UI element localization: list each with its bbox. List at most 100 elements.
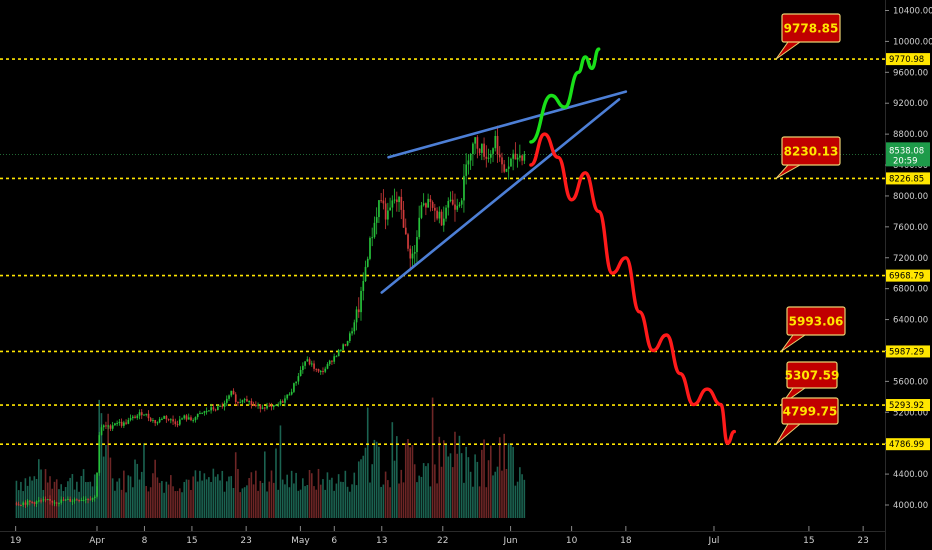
- volume-bar-76: [185, 479, 188, 518]
- candle-body-37: [98, 435, 101, 473]
- candle-body-3: [22, 502, 25, 506]
- candle-body-78: [190, 417, 192, 421]
- candle-body-213: [492, 148, 494, 154]
- volume-bar-95: [228, 476, 230, 518]
- volume-bar-11: [40, 469, 42, 518]
- candle-body-32: [87, 498, 89, 500]
- candle-body-135: [317, 369, 320, 372]
- wedge-lower-line: [380, 98, 621, 294]
- candle-body-96: [230, 390, 233, 396]
- candle-body-24: [69, 498, 72, 502]
- volume-bar-160: [373, 439, 376, 518]
- volume-bar-166: [387, 480, 389, 518]
- volume-bar-6: [29, 476, 31, 518]
- volume-bar-25: [71, 474, 74, 518]
- volume-bar-204: [472, 486, 474, 518]
- volume-bar-45: [116, 481, 118, 518]
- candle-body-201: [465, 164, 468, 176]
- volume-bar-175: [407, 439, 409, 518]
- volume-bar-21: [62, 491, 65, 518]
- volume-bar-79: [192, 476, 194, 518]
- candle-body-50: [127, 419, 130, 424]
- volume-bar-40: [105, 445, 107, 518]
- volume-bar-135: [317, 468, 320, 518]
- candle-body-144: [337, 350, 340, 357]
- volume-bar-46: [118, 478, 121, 518]
- candle-body-28: [78, 500, 80, 502]
- volume-bar-190: [440, 466, 443, 518]
- volume-bar-194: [449, 453, 452, 518]
- volume-bar-114: [270, 470, 273, 518]
- candle-body-207: [478, 148, 481, 153]
- candle-body-40: [105, 425, 107, 427]
- candle-body-6: [29, 500, 31, 502]
- candle-body-143: [335, 356, 338, 358]
- candle-body-80: [194, 417, 197, 421]
- volume-bar-90: [217, 474, 219, 518]
- candle-body-107: [255, 405, 257, 407]
- volume-bar-87: [210, 481, 212, 518]
- volume-bar-134: [315, 489, 318, 518]
- candle-body-5: [26, 500, 29, 505]
- candle-body-43: [111, 425, 114, 429]
- x-tick-label-14: 23: [857, 536, 868, 546]
- candle-body-157: [366, 258, 369, 267]
- candle-body-192: [445, 207, 447, 219]
- volume-bar-44: [114, 490, 116, 518]
- volume-bar-137: [322, 479, 324, 518]
- volume-bar-73: [178, 488, 181, 518]
- candle-body-156: [364, 266, 367, 282]
- volume-bar-108: [257, 490, 259, 518]
- volume-bar-184: [427, 463, 429, 518]
- candle-body-47: [120, 421, 123, 426]
- candle-body-69: [170, 419, 172, 421]
- candle-body-132: [310, 363, 313, 365]
- candle-body-187: [434, 207, 436, 211]
- candle-body-56: [140, 412, 143, 416]
- volume-bar-8: [33, 476, 36, 518]
- volume-bar-172: [400, 469, 403, 518]
- volume-bar-154: [360, 459, 362, 518]
- volume-bar-143: [335, 483, 338, 518]
- candle-body-170: [396, 199, 398, 203]
- volume-bar-151: [353, 472, 356, 518]
- volume-bar-179: [416, 482, 418, 518]
- candle-body-139: [326, 364, 329, 369]
- volume-bar-62: [154, 459, 156, 518]
- candle-body-221: [510, 158, 512, 167]
- candle-body-204: [472, 143, 474, 154]
- volume-bar-133: [313, 486, 315, 518]
- candle-body-9: [35, 500, 38, 504]
- candle-body-11: [40, 500, 42, 502]
- candle-body-67: [165, 416, 168, 420]
- candle-body-208: [481, 143, 483, 153]
- x-tick-label-3: 15: [186, 536, 197, 546]
- volume-bar-81: [196, 481, 199, 518]
- candle-body-30: [82, 499, 85, 501]
- volume-bar-176: [409, 447, 412, 518]
- x-axis: 19 Apr 8 15 23 May 6 13 22 Jun 10 18 Jul 15 23: [0, 526, 885, 546]
- candle-body-82: [199, 413, 201, 415]
- candle-body-202: [467, 160, 470, 165]
- volume-bar-14: [46, 482, 49, 518]
- candle-body-66: [163, 416, 166, 419]
- candle-body-71: [174, 421, 177, 425]
- volume-bar-83: [201, 480, 203, 518]
- volume-bar-78: [190, 489, 192, 518]
- price-level-tags: 9770.98 8226.85 6968.79 5987.29 5293.92 4786.…: [886, 53, 930, 451]
- candle-body-86: [208, 410, 210, 412]
- volume-bar-224: [516, 481, 519, 518]
- volume-bar-47: [120, 489, 123, 518]
- candle-body-166: [387, 210, 389, 220]
- candle-body-7: [31, 501, 33, 503]
- candle-body-216: [498, 154, 501, 158]
- volume-bar-29: [80, 475, 83, 518]
- volume-bar-186: [431, 397, 434, 518]
- candle-body-49: [125, 422, 127, 424]
- volume-bar-99: [237, 469, 239, 518]
- candle-body-74: [181, 418, 183, 420]
- volume-bar-113: [268, 481, 271, 518]
- candle-body-150: [351, 331, 353, 334]
- volume-bar-215: [496, 466, 499, 518]
- candle-body-15: [49, 499, 51, 501]
